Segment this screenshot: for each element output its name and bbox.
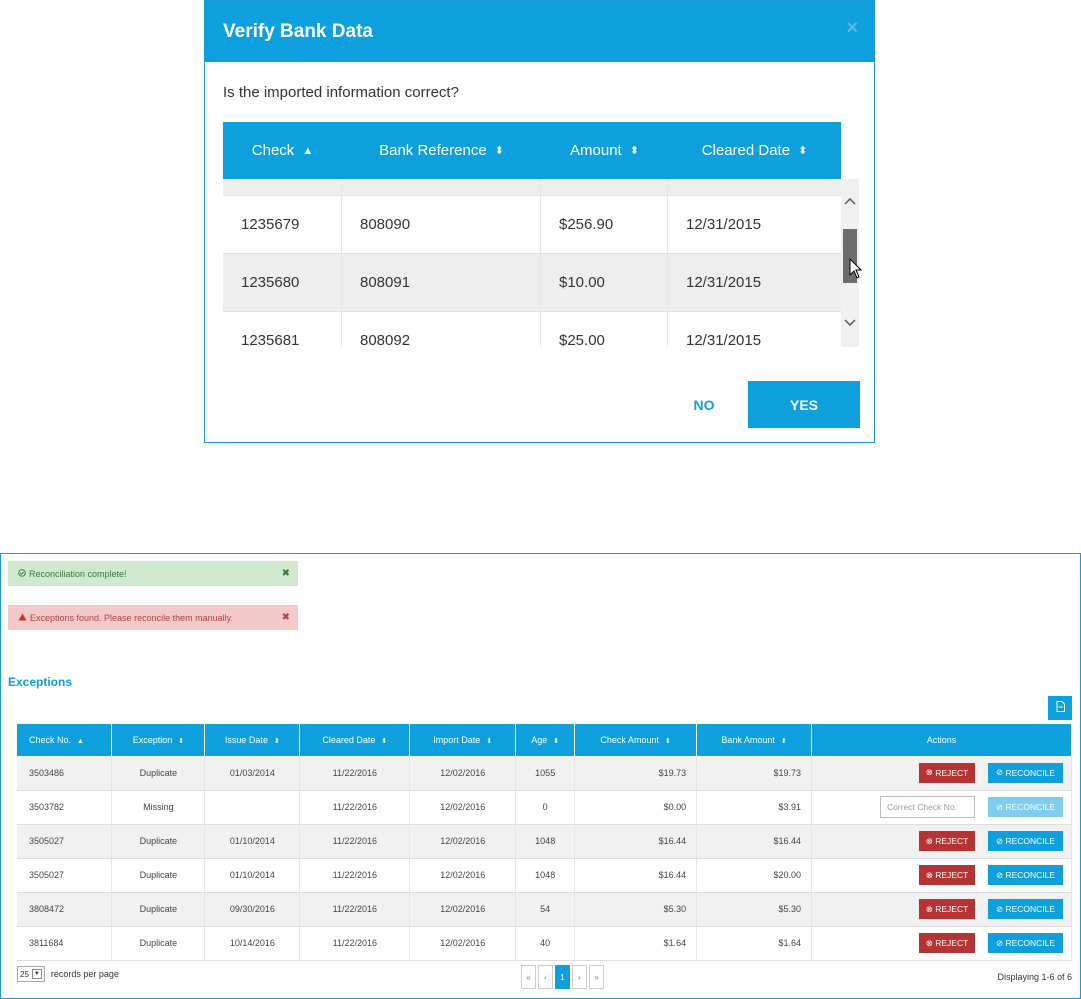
reject-button[interactable]: ⊗ REJECT xyxy=(919,899,975,919)
pagination: « ‹ 1 › » xyxy=(521,965,606,989)
bank-data-table-header: Check ▲ Bank Reference ⬍ Amount ⬍ Cleared D… xyxy=(223,122,841,179)
table-row: 1235681 808092 $25.00 12/31/2015 xyxy=(223,312,841,347)
table-row: 3503782 Missing 11/22/2016 12/02/2016 0 … xyxy=(17,790,1072,825)
mouse-cursor-icon xyxy=(849,258,863,279)
sort-icon: ⬍ xyxy=(381,738,388,745)
next-page-button[interactable]: › xyxy=(572,965,587,989)
reject-button[interactable]: ⊗ REJECT xyxy=(919,831,975,851)
column-header-import-date[interactable]: Import Date ⬍ xyxy=(409,724,517,756)
reconcile-button[interactable]: ⊘ RECONCILE xyxy=(988,797,1063,817)
sort-icon: ⬍ xyxy=(629,145,639,157)
column-header-check-amount[interactable]: Check Amount ⬍ xyxy=(574,724,698,756)
column-header-check-no[interactable]: Check No. ▲ xyxy=(17,724,113,756)
yes-button[interactable]: YES xyxy=(748,381,860,428)
bank-data-table: Check ▲ Bank Reference ⬍ Amount ⬍ Cleared D… xyxy=(223,122,841,347)
check-circle-icon: ⊘ xyxy=(995,801,1004,812)
records-per-page-select[interactable]: 25 ▼ xyxy=(17,966,45,982)
modal-question: Is the imported information correct? xyxy=(223,84,459,101)
exceptions-title: Exceptions xyxy=(8,675,73,689)
reject-icon: ⊗ xyxy=(925,835,933,846)
sort-icon: ⬍ xyxy=(664,738,671,745)
sort-icon: ⬍ xyxy=(486,738,493,745)
chevron-down-icon: ▼ xyxy=(31,969,42,979)
reject-icon: ⊗ xyxy=(925,869,933,880)
check-circle-icon: ⊘ xyxy=(995,835,1004,846)
table-row: 3808472 Duplicate 09/30/2016 11/22/2016 … xyxy=(17,892,1072,927)
verify-bank-data-modal: Verify Bank Data × Is the imported infor… xyxy=(204,0,875,443)
check-circle-icon: ⊘ xyxy=(995,869,1004,880)
sort-icon: ⬍ xyxy=(494,145,504,157)
check-circle-icon: ⊘ xyxy=(995,903,1004,914)
close-icon[interactable]: ✖ xyxy=(281,612,290,623)
page-1-button[interactable]: 1 xyxy=(555,965,570,989)
chevron-down-icon[interactable] xyxy=(841,315,859,330)
close-icon[interactable]: × xyxy=(846,17,858,39)
reject-button[interactable]: ⊗ REJECT xyxy=(919,762,975,783)
column-header-cleared-date[interactable]: Cleared Date ⬍ xyxy=(701,142,808,159)
check-circle-icon xyxy=(18,568,26,579)
sort-asc-icon: ▲ xyxy=(77,738,84,745)
sort-icon: ⬍ xyxy=(780,738,787,745)
warning-icon xyxy=(18,613,27,623)
success-alert: Reconciliation complete! ✖ xyxy=(8,561,298,586)
table-row xyxy=(223,179,841,196)
table-row: 1235679 808090 $256.90 12/31/2015 xyxy=(223,196,841,254)
reconcile-button[interactable]: ⊘ RECONCILE xyxy=(988,899,1063,919)
reject-icon: ⊗ xyxy=(925,937,933,948)
sort-icon: ⬍ xyxy=(798,145,808,157)
reject-icon: ⊗ xyxy=(925,767,933,778)
column-header-bank-reference[interactable]: Bank Reference ⬍ xyxy=(379,142,504,159)
no-button[interactable]: NO xyxy=(693,396,715,413)
last-page-button[interactable]: » xyxy=(589,965,604,989)
modal-title: Verify Bank Data xyxy=(223,20,373,42)
table-row: 3503486 Duplicate 01/03/2014 11/22/2016 … xyxy=(17,756,1072,791)
records-per-page-label: records per page xyxy=(50,969,119,979)
prev-page-button[interactable]: ‹ xyxy=(538,965,553,989)
exceptions-table-header: Check No. ▲ Exception ⬍ Issue Date ⬍ Cleare… xyxy=(17,724,1072,756)
sort-icon: ⬍ xyxy=(178,738,185,745)
reconcile-button[interactable]: ⊘ RECONCILE xyxy=(988,762,1063,783)
check-circle-icon: ⊘ xyxy=(995,767,1004,778)
sort-icon: ⬍ xyxy=(273,738,280,745)
column-header-check[interactable]: Check ▲ xyxy=(251,142,314,159)
export-pdf-button[interactable] xyxy=(1048,696,1072,720)
table-row: 1235680 808091 $10.00 12/31/2015 xyxy=(223,254,841,312)
exceptions-table: Check No. ▲ Exception ⬍ Issue Date ⬍ Cleare… xyxy=(17,724,1072,961)
table-row: 3505027 Duplicate 01/10/2014 11/22/2016 … xyxy=(17,858,1072,893)
column-header-cleared-date[interactable]: Cleared Date ⬍ xyxy=(299,724,411,756)
first-page-button[interactable]: « xyxy=(521,965,536,989)
column-header-issue-date[interactable]: Issue Date ⬍ xyxy=(204,724,301,756)
reconcile-button[interactable]: ⊘ RECONCILE xyxy=(988,865,1063,885)
reject-button[interactable]: ⊗ REJECT xyxy=(919,865,975,885)
sort-icon: ⬍ xyxy=(553,738,560,745)
reconcile-button[interactable]: ⊘ RECONCILE xyxy=(988,933,1063,953)
bank-data-table-body: 1235679 808090 $256.90 12/31/2015 123568… xyxy=(223,179,841,347)
reject-icon: ⊗ xyxy=(925,903,933,914)
reconciliation-panel: Reconciliation complete! ✖ Exceptions fo… xyxy=(0,553,1081,999)
table-row: 3505027 Duplicate 01/10/2014 11/22/2016 … xyxy=(17,824,1072,859)
pdf-icon xyxy=(1056,701,1065,715)
column-header-actions: Actions xyxy=(811,724,1072,756)
chevron-up-icon[interactable] xyxy=(841,193,859,208)
table-row: 3811684 Duplicate 10/14/2016 11/22/2016 … xyxy=(17,926,1072,961)
sort-asc-icon: ▲ xyxy=(302,144,314,157)
check-circle-icon: ⊘ xyxy=(995,937,1004,948)
danger-alert: Exceptions found. Please reconcile them … xyxy=(8,605,298,630)
column-header-exception[interactable]: Exception ⬍ xyxy=(111,724,206,756)
records-per-page: 25 ▼ records per page xyxy=(17,966,119,982)
column-header-amount[interactable]: Amount ⬍ xyxy=(570,142,639,159)
displaying-count: Displaying 1-6 of 6 xyxy=(997,972,1072,982)
close-icon[interactable]: ✖ xyxy=(281,568,290,579)
modal-header: Verify Bank Data × xyxy=(205,1,874,62)
reconcile-button[interactable]: ⊘ RECONCILE xyxy=(988,831,1063,851)
success-alert-text: Reconciliation complete! xyxy=(29,568,127,579)
correct-check-no-input[interactable]: Correct Check No. xyxy=(880,796,975,818)
column-header-bank-amount[interactable]: Bank Amount ⬍ xyxy=(696,724,813,756)
danger-alert-text: Exceptions found. Please reconcile them … xyxy=(30,612,233,623)
column-header-age[interactable]: Age ⬍ xyxy=(515,724,576,756)
reject-button[interactable]: ⊗ REJECT xyxy=(919,933,975,953)
